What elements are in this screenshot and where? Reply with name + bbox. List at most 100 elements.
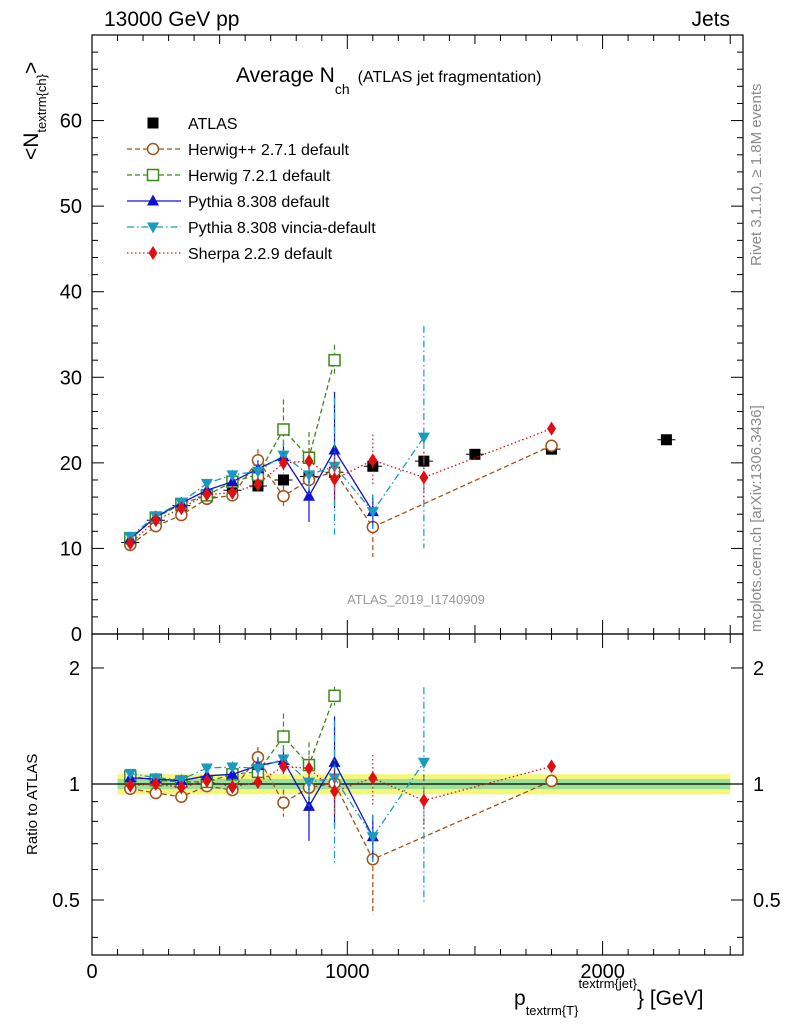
ratio-point bbox=[547, 759, 557, 774]
data-point bbox=[368, 453, 378, 468]
data-point bbox=[303, 489, 315, 501]
legend: ATLAS Herwig++ 2.7.1 default Herwig 7.2.1 … bbox=[127, 116, 376, 263]
xlabel-subscript: textrm{T} bbox=[526, 1003, 579, 1018]
legend-marker bbox=[147, 194, 159, 206]
data-point bbox=[366, 507, 379, 519]
data-point bbox=[176, 501, 186, 516]
title-subscript: ch bbox=[335, 81, 350, 97]
data-point bbox=[226, 470, 239, 482]
ratio-point bbox=[368, 771, 378, 786]
ylabel-end: > bbox=[20, 62, 43, 74]
legend-label: Pythia 8.308 vincia-default bbox=[188, 220, 376, 237]
data-point bbox=[547, 421, 557, 436]
data-point bbox=[328, 461, 341, 473]
x-tick-label: 2000 bbox=[580, 961, 625, 983]
series-line bbox=[129, 360, 336, 539]
ratio-point bbox=[545, 774, 558, 788]
xlabel-main: p bbox=[514, 987, 526, 1010]
ratio-y-axis-label: Ratio to ATLAS bbox=[24, 754, 41, 855]
ratio-series-line bbox=[130, 765, 552, 802]
series-line bbox=[129, 448, 374, 540]
data-point bbox=[227, 485, 237, 500]
ratio-y-tick-label: 0.5 bbox=[52, 890, 80, 912]
data-point bbox=[277, 423, 290, 436]
data-point bbox=[419, 470, 429, 485]
process-label: Jets bbox=[691, 8, 730, 31]
y-tick-label: 30 bbox=[60, 367, 82, 389]
ratio-point bbox=[278, 759, 288, 774]
xlabel-end: } [GeV] bbox=[637, 987, 704, 1010]
ratio-point bbox=[277, 796, 290, 809]
ratio-y-tick-label: 2 bbox=[69, 658, 80, 680]
energy-label: 13000 GeV pp bbox=[104, 8, 240, 31]
data-point bbox=[660, 434, 672, 446]
ratio-point bbox=[328, 755, 341, 767]
chart-title: Average Nch (ATLAS jet fragmentation) bbox=[236, 64, 541, 97]
ratio-point bbox=[277, 730, 290, 743]
ratio-point bbox=[124, 768, 137, 780]
ylabel-subscript: textrm{ch} bbox=[34, 73, 49, 132]
legend-marker bbox=[148, 246, 158, 260]
series-line bbox=[129, 436, 425, 537]
ratio-y-tick-label: 1 bbox=[69, 774, 80, 796]
ratio-series-line bbox=[130, 695, 336, 783]
data-point bbox=[330, 472, 340, 487]
data-point bbox=[253, 477, 263, 492]
data-point bbox=[417, 432, 430, 444]
ratio-point bbox=[176, 780, 186, 795]
ratio-point bbox=[253, 775, 263, 790]
data-point bbox=[202, 487, 212, 502]
data-point bbox=[469, 448, 481, 460]
rivet-version-label: Rivet 3.1.10, ≥ 1.8M events bbox=[748, 83, 765, 267]
legend-marker bbox=[147, 222, 159, 234]
data-point bbox=[151, 513, 161, 528]
ratio-point bbox=[328, 689, 341, 703]
data-point bbox=[278, 455, 288, 470]
ratio-series-line bbox=[130, 756, 552, 861]
main-panel-axes: 0 10 20 30 40 50 60 bbox=[60, 34, 744, 955]
ratio-point bbox=[226, 762, 239, 774]
y-tick-label: 50 bbox=[60, 196, 82, 218]
data-point bbox=[545, 439, 558, 452]
ratio-point bbox=[251, 763, 264, 775]
main-panel-series bbox=[121, 325, 676, 557]
legend-label: Herwig 7.2.1 default bbox=[188, 168, 331, 185]
legend-label: ATLAS bbox=[188, 116, 238, 133]
ratio-point bbox=[202, 773, 212, 788]
legend-label: Sherpa 2.2.9 default bbox=[188, 246, 333, 263]
data-point bbox=[125, 536, 135, 551]
y-tick-label: 0 bbox=[71, 624, 82, 646]
watermark: ATLAS_2019_I1740909 bbox=[347, 592, 485, 607]
x-tick-label: 0 bbox=[86, 961, 97, 983]
ratio-point bbox=[419, 793, 429, 808]
ratio-point bbox=[125, 778, 135, 793]
data-point bbox=[251, 466, 264, 478]
ratio-point bbox=[330, 784, 340, 799]
y-tick-label: 60 bbox=[60, 111, 82, 133]
x-tick-label: 1000 bbox=[325, 961, 370, 983]
ratio-point bbox=[303, 777, 315, 789]
ratio-point bbox=[200, 763, 213, 775]
title-main: Average N bbox=[236, 64, 335, 87]
ratio-panel-axes: 0 1000 2000 0.5 0.5 1 1 2 2 bbox=[52, 633, 781, 983]
legend-marker bbox=[146, 142, 160, 156]
title-note: (ATLAS jet fragmentation) bbox=[358, 69, 542, 86]
ratio-y-tick-label-right: 0.5 bbox=[753, 890, 781, 912]
y-axis-label: <Ntextrm{ch}> bbox=[20, 62, 49, 160]
ratio-y-tick-label-right: 2 bbox=[753, 658, 764, 680]
ratio-series-line bbox=[130, 759, 374, 838]
data-point bbox=[328, 443, 341, 455]
legend-marker bbox=[146, 168, 160, 182]
ratio-point bbox=[227, 780, 237, 795]
legend-label: Herwig++ 2.7.1 default bbox=[188, 142, 350, 159]
y-tick-label: 20 bbox=[60, 453, 82, 475]
y-tick-label: 40 bbox=[60, 282, 82, 304]
ratio-panel-series bbox=[124, 686, 558, 915]
x-axis-label: ptextrm{T} textrm{jet}} [GeV] bbox=[514, 976, 704, 1018]
series-line bbox=[129, 445, 552, 546]
data-point bbox=[277, 474, 289, 486]
mcplots-reference-label: mcplots.cern.ch [arXiv:1306.3436] bbox=[748, 405, 765, 632]
y-tick-label: 10 bbox=[60, 538, 82, 560]
ratio-point bbox=[304, 761, 314, 776]
